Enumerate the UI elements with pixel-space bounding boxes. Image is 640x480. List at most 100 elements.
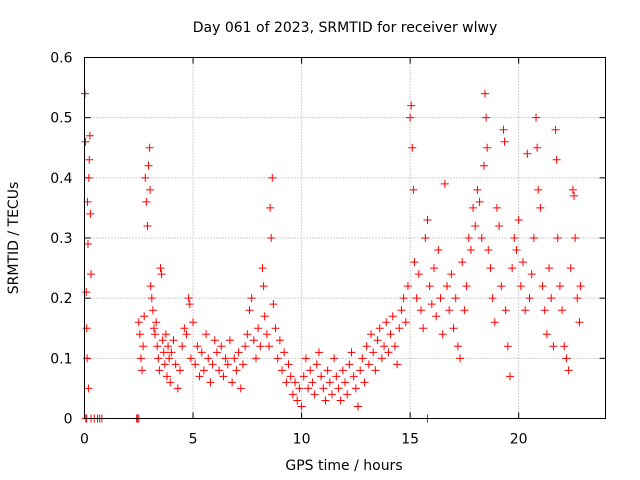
data-point — [232, 366, 241, 375]
data-point — [265, 342, 274, 351]
data-point — [388, 312, 397, 321]
data-point — [505, 372, 514, 381]
data-point — [375, 324, 384, 333]
data-point — [189, 318, 198, 327]
data-point — [542, 330, 551, 339]
data-point — [384, 348, 393, 357]
data-point — [423, 215, 432, 224]
data-point — [199, 366, 208, 375]
data-point — [171, 360, 180, 369]
data-point — [547, 294, 556, 303]
data-point — [486, 264, 495, 273]
data-point — [162, 372, 171, 381]
data-point — [157, 270, 166, 279]
data-point — [410, 258, 419, 267]
data-point — [212, 348, 221, 357]
data-point — [471, 221, 480, 230]
y-tick-label: 0.1 — [50, 351, 72, 367]
data-point — [230, 354, 239, 363]
data-point — [321, 396, 330, 405]
data-point — [534, 185, 543, 194]
data-point — [497, 282, 506, 291]
data-point — [144, 161, 153, 170]
data-point — [215, 366, 224, 375]
data-point — [271, 324, 280, 333]
data-point — [228, 378, 237, 387]
data-point — [414, 270, 423, 279]
data-point — [575, 318, 584, 327]
data-point — [527, 270, 536, 279]
data-point — [477, 234, 486, 242]
data-point — [84, 173, 93, 182]
data-point — [330, 354, 339, 363]
data-point — [549, 342, 558, 351]
y-tick-label: 0.6 — [50, 51, 72, 67]
data-point — [138, 366, 147, 375]
data-point — [533, 143, 542, 152]
data-point — [225, 336, 234, 345]
data-point — [351, 384, 360, 393]
data-point — [570, 191, 579, 200]
data-point — [367, 330, 376, 339]
data-point — [193, 342, 202, 351]
data-point — [492, 203, 501, 212]
data-point — [427, 300, 436, 309]
data-point — [245, 306, 254, 315]
data-point — [167, 348, 176, 357]
data-point — [159, 348, 168, 357]
data-point — [140, 312, 149, 321]
data-point — [479, 161, 488, 170]
data-point — [299, 372, 308, 381]
data-point — [360, 378, 369, 387]
data-point — [139, 342, 148, 351]
data-point — [221, 354, 230, 363]
data-point — [266, 203, 275, 212]
data-point — [434, 246, 443, 255]
data-point — [425, 282, 434, 291]
data-point — [293, 396, 302, 405]
data-point — [516, 282, 525, 291]
data-point — [258, 264, 267, 273]
data-point — [397, 306, 406, 315]
data-point — [545, 264, 554, 273]
data-point — [453, 342, 462, 351]
x-tick-label: 15 — [401, 432, 419, 448]
data-point — [243, 330, 252, 339]
data-point — [158, 336, 167, 345]
data-point — [510, 234, 519, 242]
data-point — [380, 342, 389, 351]
data-point — [481, 89, 490, 98]
data-point — [191, 360, 200, 369]
data-point — [382, 318, 391, 327]
data-point — [332, 372, 341, 381]
data-point — [462, 282, 471, 291]
data-point — [325, 378, 334, 387]
data-point — [456, 354, 465, 363]
data-point — [323, 366, 332, 375]
data-point — [536, 203, 545, 212]
data-point — [202, 330, 211, 339]
data-point — [238, 360, 247, 369]
data-point — [390, 342, 399, 351]
data-point — [573, 294, 582, 303]
data-point — [369, 348, 378, 357]
data-point — [371, 366, 380, 375]
data-point — [488, 294, 497, 303]
data-point — [301, 354, 310, 363]
data-point — [501, 306, 510, 315]
data-point — [254, 324, 263, 333]
data-point — [443, 282, 452, 291]
data-point — [278, 366, 287, 375]
data-point — [475, 197, 484, 206]
data-point — [560, 342, 569, 351]
data-point — [566, 264, 575, 273]
data-point — [558, 306, 567, 315]
data-point — [155, 366, 164, 375]
data-point — [146, 282, 155, 291]
data-point — [85, 131, 94, 140]
data-point — [182, 330, 191, 339]
data-point — [399, 294, 408, 303]
data-point — [83, 240, 92, 249]
data-point — [87, 270, 96, 279]
